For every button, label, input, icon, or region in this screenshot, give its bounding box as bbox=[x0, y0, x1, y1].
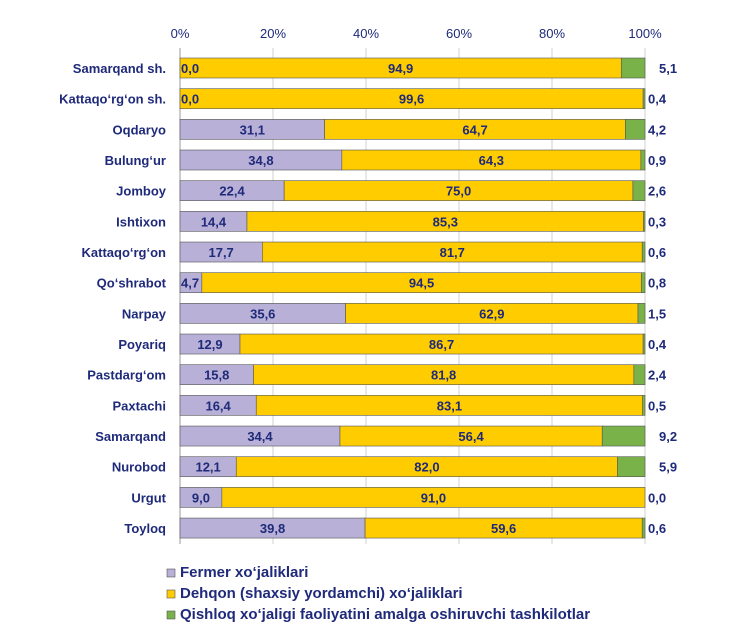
legend-label: Dehqon (shaxsiy yordamchi) xo‘jaliklari bbox=[180, 585, 463, 602]
data-label: 81,7 bbox=[440, 245, 465, 260]
data-label: 1,5 bbox=[648, 306, 666, 321]
x-tick-label: 60% bbox=[446, 26, 472, 41]
bar-segment bbox=[640, 149, 646, 171]
legend: Fermer xo‘jaliklari Dehqon (shaxsiy yorda… bbox=[166, 564, 590, 623]
legend-label: Qishloq xo‘jaligi faoliyatini amalga osh… bbox=[180, 606, 590, 623]
data-label: 64,3 bbox=[479, 153, 504, 168]
bar-segment bbox=[642, 333, 646, 355]
data-label: 0,3 bbox=[648, 214, 666, 229]
x-tick-label: 0% bbox=[171, 26, 190, 41]
legend-swatch bbox=[166, 610, 176, 620]
data-label: 5,1 bbox=[659, 61, 677, 76]
data-label: 0,9 bbox=[648, 153, 666, 168]
data-label: 31,1 bbox=[240, 122, 265, 137]
category-label: Samarqand bbox=[95, 429, 166, 444]
category-label: Toyloq bbox=[124, 521, 166, 536]
legend-swatch bbox=[166, 589, 176, 599]
x-tick-label: 80% bbox=[539, 26, 565, 41]
category-label: Paxtachi bbox=[113, 398, 166, 413]
data-label: 56,4 bbox=[458, 429, 484, 444]
data-label: 12,1 bbox=[195, 460, 220, 475]
data-label: 0,8 bbox=[648, 276, 666, 291]
data-label: 35,6 bbox=[250, 306, 275, 321]
data-label: 9,2 bbox=[659, 429, 677, 444]
data-label: 5,9 bbox=[659, 460, 677, 475]
data-label: 94,5 bbox=[409, 276, 434, 291]
data-labels: 0,0 94,9 5,1 0,0 99,6 0,4 31,1 64,7 4,2 34,8 64,3 0… bbox=[181, 61, 677, 536]
data-label: 0,4 bbox=[648, 337, 667, 352]
data-label: 86,7 bbox=[429, 337, 454, 352]
data-label: 16,4 bbox=[205, 398, 231, 413]
category-label: Qo‘shrabot bbox=[97, 276, 167, 291]
data-label: 0,6 bbox=[648, 245, 666, 260]
bar-segment bbox=[642, 395, 646, 416]
data-label: 0,4 bbox=[648, 92, 667, 107]
data-label: 0,6 bbox=[648, 521, 666, 536]
data-label: 85,3 bbox=[433, 214, 458, 229]
x-tick-label: 40% bbox=[353, 26, 379, 41]
data-label: 64,7 bbox=[462, 122, 487, 137]
category-label: Poyariq bbox=[118, 337, 166, 352]
bars bbox=[179, 57, 646, 539]
data-label: 0,0 bbox=[181, 61, 199, 76]
x-tick-label: 20% bbox=[260, 26, 286, 41]
data-label: 14,4 bbox=[201, 214, 227, 229]
data-label: 62,9 bbox=[479, 306, 504, 321]
data-label: 75,0 bbox=[446, 184, 471, 199]
bar-segment bbox=[620, 57, 646, 79]
category-label: Nurobod bbox=[112, 460, 166, 475]
category-label: Samarqand sh. bbox=[73, 61, 166, 76]
data-label: 34,8 bbox=[248, 153, 273, 168]
category-label: Oqdaryo bbox=[113, 122, 167, 137]
data-label: 9,0 bbox=[192, 490, 210, 505]
data-label: 82,0 bbox=[414, 460, 439, 475]
bar-segment bbox=[633, 364, 646, 386]
bar-segment bbox=[625, 119, 646, 140]
category-label: Pastdarg‘om bbox=[87, 368, 166, 383]
category-label: Narpay bbox=[122, 306, 167, 321]
legend-swatch bbox=[166, 568, 176, 578]
data-label: 4,2 bbox=[648, 122, 666, 137]
category-label: Kattaqo‘rg‘on bbox=[82, 245, 167, 260]
bar-segment bbox=[641, 517, 646, 539]
bar-segment bbox=[637, 303, 646, 324]
data-label: 99,6 bbox=[399, 92, 424, 107]
data-label: 2,4 bbox=[648, 368, 667, 383]
bar-segment bbox=[221, 487, 646, 508]
category-label: Bulung‘ur bbox=[105, 153, 166, 168]
data-label: 0,0 bbox=[648, 490, 666, 505]
data-label: 12,9 bbox=[197, 337, 222, 352]
bar-segment bbox=[640, 272, 646, 293]
x-tick-label: 100% bbox=[628, 26, 662, 41]
category-label: Kattaqo‘rg‘on sh. bbox=[59, 92, 166, 107]
category-labels: Samarqand sh. Kattaqo‘rg‘on sh. Oqdaryo Bul… bbox=[59, 61, 167, 536]
bar-segment bbox=[617, 456, 646, 478]
data-label: 17,7 bbox=[208, 245, 233, 260]
data-label: 4,7 bbox=[181, 276, 199, 291]
data-label: 81,8 bbox=[431, 368, 456, 383]
data-label: 39,8 bbox=[260, 521, 285, 536]
data-label: 22,4 bbox=[219, 184, 245, 199]
bar-segment bbox=[643, 211, 646, 232]
category-label: Urgut bbox=[131, 490, 166, 505]
legend-label: Fermer xo‘jaliklari bbox=[180, 564, 308, 581]
data-label: 0,5 bbox=[648, 398, 666, 413]
bar-segment bbox=[601, 425, 646, 447]
data-label: 59,6 bbox=[491, 521, 516, 536]
bar-segment bbox=[641, 241, 646, 263]
category-label: Ishtixon bbox=[116, 214, 166, 229]
category-label: Jomboy bbox=[116, 184, 167, 199]
data-label: 91,0 bbox=[421, 490, 446, 505]
bar-segment bbox=[632, 180, 646, 201]
data-label: 0,0 bbox=[181, 92, 199, 107]
data-label: 34,4 bbox=[247, 429, 273, 444]
data-label: 83,1 bbox=[437, 398, 462, 413]
data-label: 94,9 bbox=[388, 61, 413, 76]
bar-segment bbox=[642, 88, 646, 109]
data-label: 15,8 bbox=[204, 368, 229, 383]
data-label: 2,6 bbox=[648, 184, 666, 199]
x-axis-ticks: 0% 20% 40% 60% 80% 100% bbox=[171, 26, 662, 41]
